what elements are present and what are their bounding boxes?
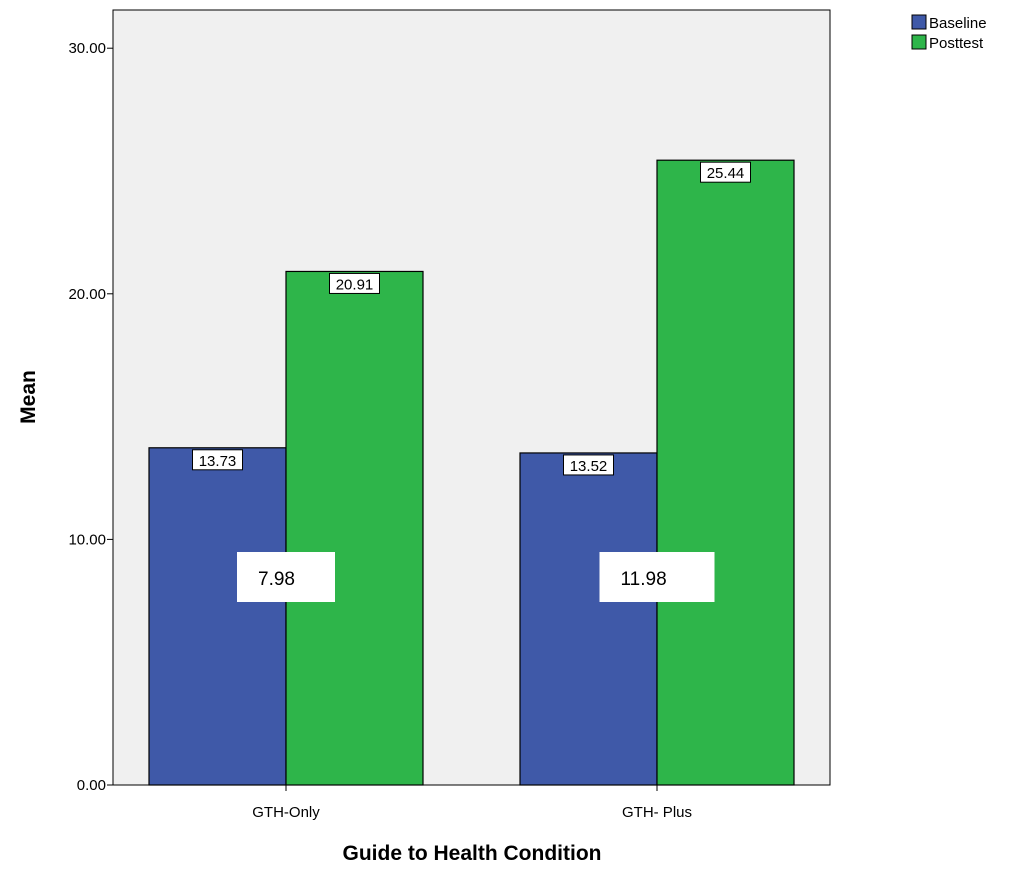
legend-label-posttest: Posttest xyxy=(929,35,984,52)
data-label-value: 13.52 xyxy=(570,458,608,475)
y-axis-title: Mean xyxy=(17,370,40,424)
y-axis: 0.00 10.00 20.00 30.00 xyxy=(68,40,113,794)
x-tick-label: GTH-Only xyxy=(252,804,320,821)
data-label-box xyxy=(192,449,243,471)
difference-annotation: 7.98 xyxy=(237,552,335,602)
difference-annotation-box xyxy=(237,552,335,602)
data-label-value: 25.44 xyxy=(707,165,745,182)
bar-posttest-0 xyxy=(285,270,424,786)
legend-swatch-posttest xyxy=(911,34,927,50)
data-label: 20.91 xyxy=(329,272,380,294)
y-tick-label: 30.00 xyxy=(68,40,106,57)
difference-annotation-text: 7.98 xyxy=(258,569,295,590)
x-axis: GTH-Only GTH- Plus xyxy=(252,785,692,821)
bar-baseline-0 xyxy=(148,447,287,786)
difference-annotation-box xyxy=(599,552,715,602)
y-tick-label: 20.00 xyxy=(68,286,106,303)
bars: 13.73 13.52 20.91 25.44 7.98 11.98 xyxy=(148,159,795,786)
y-tick-label: 10.00 xyxy=(68,531,106,548)
y-tick-label: 0.00 xyxy=(77,777,106,794)
data-label-value: 13.73 xyxy=(199,453,237,470)
bar-posttest-1 xyxy=(656,159,795,786)
legend-label-baseline: Baseline xyxy=(929,15,987,32)
legend: Baseline Posttest xyxy=(911,14,987,52)
bar-baseline-1 xyxy=(519,452,658,786)
data-label: 25.44 xyxy=(700,161,751,183)
difference-annotation: 11.98 xyxy=(599,552,715,602)
data-label: 13.73 xyxy=(192,449,243,471)
data-label-box xyxy=(329,272,380,294)
legend-swatch-baseline xyxy=(911,14,927,30)
data-label: 13.52 xyxy=(563,454,614,476)
difference-annotation-text: 11.98 xyxy=(621,569,667,590)
data-label-box xyxy=(563,454,614,476)
data-label-value: 20.91 xyxy=(336,276,374,293)
x-axis-title: Guide to Health Condition xyxy=(343,842,602,865)
data-label-box xyxy=(700,161,751,183)
x-tick-label: GTH- Plus xyxy=(622,804,692,821)
